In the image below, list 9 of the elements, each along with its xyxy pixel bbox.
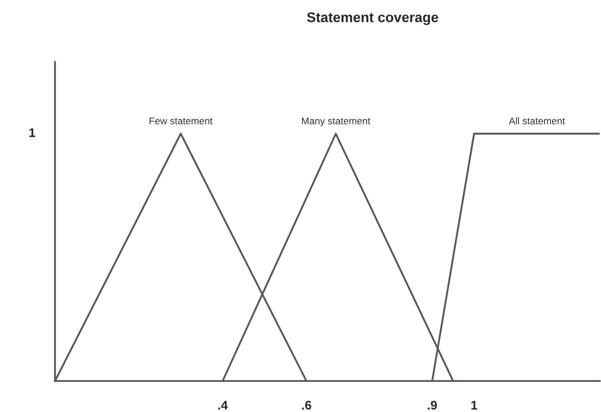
x-tick-label: .6 — [302, 400, 312, 410]
series-label: All statement — [508, 117, 565, 124]
x-tick-label: 1 — [471, 400, 478, 410]
chart-title: Statement coverage — [307, 12, 438, 26]
text: 1 — [29, 128, 36, 137]
series-label: Few statement — [150, 118, 213, 124]
series-label: Many statement — [302, 118, 370, 126]
x-tick-label: .4 — [218, 400, 228, 410]
x-tick-label: .9 — [428, 400, 437, 410]
